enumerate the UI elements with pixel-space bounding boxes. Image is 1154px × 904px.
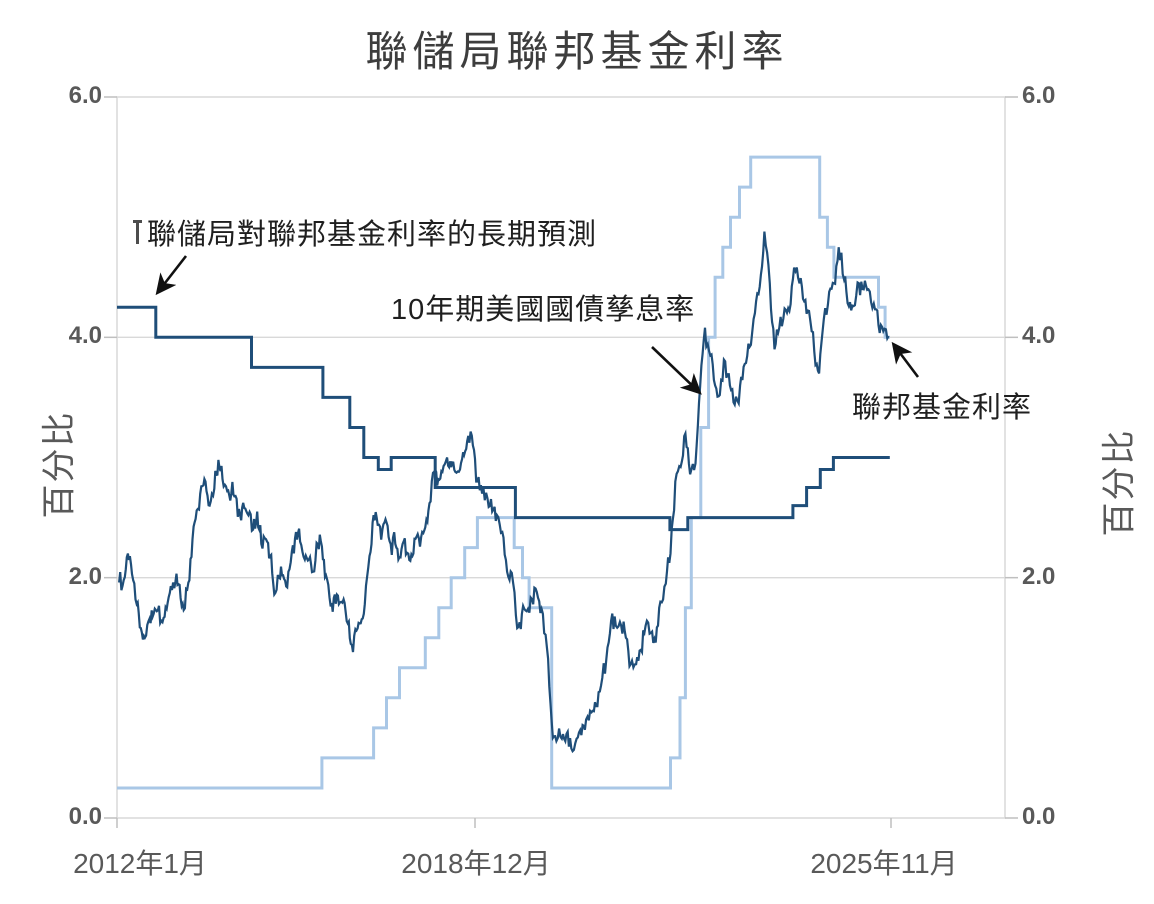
y-tick-label-left: 4.0 <box>68 322 102 350</box>
chart-title: 聯儲局聯邦基金利率 <box>365 28 789 75</box>
y-tick-label-left: 2.0 <box>68 562 102 590</box>
annotation-10y-treasury-yield: 10年期美國國債孳息率 <box>391 294 696 326</box>
x-tick-label: 2025年11月 <box>810 848 958 879</box>
y-tick-label-left: 6.0 <box>68 81 102 109</box>
series-fed-funds-rate <box>117 155 890 790</box>
y-tick-label-right: 2.0 <box>1022 562 1056 590</box>
annotation-arrow <box>651 346 702 395</box>
y-tick-label-right: 4.0 <box>1022 322 1056 350</box>
y-axis-label-right: 百分比 <box>1100 428 1139 537</box>
annotation-arrow <box>155 255 188 296</box>
annotation-fed-funds-rate: 聯邦基金利率 <box>852 392 1033 424</box>
y-tick-label-right: 0.0 <box>1022 802 1056 830</box>
series-10y-treasury-yield <box>118 231 890 754</box>
x-tick-label: 2018年12月 <box>401 848 551 879</box>
y-tick-label-right: 6.0 <box>1022 81 1056 109</box>
y-axis-label-left: 百分比 <box>40 410 79 519</box>
annotation-tick-mark <box>133 218 147 248</box>
x-tick-label: 2012年1月 <box>73 848 207 879</box>
annotation-longrun-projection: 聯儲局對聯邦基金利率的長期預測 <box>147 219 598 251</box>
annotation-arrow <box>891 341 920 378</box>
plot-border <box>116 96 1006 819</box>
y-tick-label-left: 0.0 <box>68 802 102 830</box>
